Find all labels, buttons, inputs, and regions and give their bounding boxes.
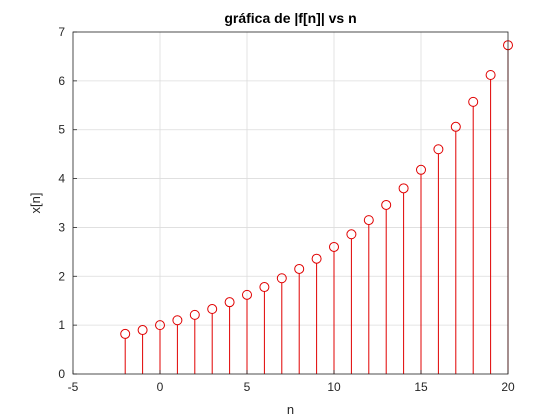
- y-tick-label: 6: [58, 74, 65, 88]
- y-tick-label: 5: [58, 123, 65, 137]
- ticks: [72, 31, 509, 375]
- x-tick-label: 20: [501, 380, 515, 394]
- stem-marker: [189, 309, 200, 320]
- stem-marker: [207, 304, 218, 315]
- stem-marker: [294, 263, 305, 274]
- stem-marker: [329, 241, 339, 252]
- y-tick-label: 7: [58, 25, 65, 39]
- stem-marker: [485, 69, 496, 80]
- stem-marker: [311, 253, 322, 264]
- stem-marker: [224, 297, 235, 308]
- y-tick-label: 0: [58, 367, 65, 381]
- y-tick-label: 3: [58, 220, 65, 234]
- plot-area: [73, 32, 508, 374]
- plot-border: [72, 31, 509, 375]
- stem-marker: [416, 164, 426, 175]
- stem-marker: [259, 282, 270, 293]
- x-tick-label: 0: [157, 380, 164, 394]
- stem-marker: [468, 96, 479, 107]
- stem-marker: [172, 315, 183, 326]
- stem-marker: [242, 289, 252, 300]
- stem-marker: [381, 199, 392, 210]
- x-tick-label: 5: [244, 380, 251, 394]
- stem-marker: [120, 328, 131, 339]
- x-tick-label: -5: [68, 380, 79, 394]
- stem-marker: [137, 325, 148, 336]
- stem-marker: [450, 121, 461, 132]
- stem-marker: [433, 144, 444, 155]
- stem-marker: [276, 273, 287, 284]
- y-tick-label: 4: [58, 172, 65, 186]
- stem-marker: [155, 320, 165, 331]
- stem-marker: [363, 215, 374, 226]
- x-tick-label: 10: [327, 380, 341, 394]
- stem-marker: [398, 183, 409, 194]
- y-tick-label: 2: [58, 269, 65, 283]
- markers: [120, 40, 513, 339]
- y-axis-label: x[n]: [28, 193, 43, 214]
- x-axis-label: n: [287, 402, 294, 417]
- stem-marker: [346, 229, 357, 240]
- y-tick-label: 1: [58, 318, 65, 332]
- x-tick-label: 15: [414, 380, 428, 394]
- chart-title: gráfica de |f[n]| vs n: [224, 10, 356, 26]
